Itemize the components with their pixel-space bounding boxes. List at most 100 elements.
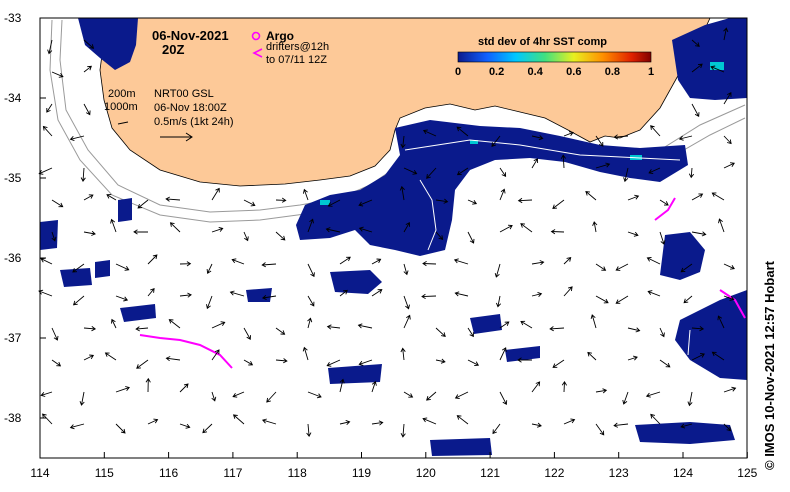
- current-vector: [550, 229, 565, 235]
- current-vector: [72, 295, 85, 306]
- longitude-tick-label: 119: [351, 466, 372, 480]
- latitude-tick-label: -34: [4, 91, 22, 105]
- current-vector: [645, 391, 661, 398]
- latitude-tick-label: -37: [4, 331, 22, 345]
- current-vector: [595, 162, 611, 169]
- current-vector: [456, 415, 469, 425]
- current-vector: [723, 162, 735, 169]
- current-vector: [51, 199, 64, 208]
- current-vector: [211, 321, 226, 329]
- current-vector: [80, 167, 86, 182]
- current-vector: [723, 27, 729, 41]
- current-vector: [83, 39, 95, 49]
- current-vector: [51, 231, 57, 242]
- current-vector: [165, 196, 181, 202]
- current-vector: [623, 167, 629, 183]
- current-vector: [456, 126, 469, 137]
- current-vector: [135, 326, 149, 332]
- current-vector: [111, 318, 117, 329]
- colorbar-tick-label: 0.8: [604, 66, 621, 78]
- argo-symbol: [251, 31, 261, 41]
- current-vector: [723, 135, 732, 145]
- current-vector: [38, 289, 53, 297]
- current-vector: [615, 295, 629, 304]
- longitude-tick-label: 125: [737, 466, 758, 480]
- current-vector: [563, 418, 576, 425]
- current-vector: [165, 356, 181, 362]
- current-vector: [585, 190, 597, 201]
- current-vector: [563, 286, 573, 297]
- current-vector: [179, 292, 192, 298]
- current-vector: [595, 135, 604, 147]
- current-vector: [499, 224, 513, 233]
- current-vector: [723, 263, 735, 270]
- current-vector: [403, 314, 411, 329]
- current-vector: [595, 295, 609, 304]
- current-vector: [678, 135, 693, 141]
- current-vector: [659, 359, 671, 368]
- product-label: NRT00 GSL: [154, 88, 214, 100]
- current-vector: [560, 154, 566, 169]
- current-vector: [339, 378, 345, 393]
- current-vector: [40, 391, 53, 397]
- current-vector: [531, 135, 544, 141]
- current-vector: [426, 167, 437, 179]
- current-vector: [723, 295, 735, 301]
- current-vector: [680, 263, 693, 273]
- current-vector: [339, 256, 351, 265]
- current-vector: [647, 290, 661, 297]
- current-vector: [710, 65, 725, 73]
- current-vector: [326, 359, 341, 367]
- current-vector: [467, 231, 475, 244]
- current-vector: [691, 231, 707, 237]
- scale-arrow: [160, 132, 193, 142]
- current-vector: [206, 295, 213, 310]
- current-vector: [399, 185, 405, 201]
- current-vector: [691, 39, 700, 47]
- longitude-tick-label: 123: [608, 466, 629, 480]
- current-vector: [403, 263, 409, 276]
- current-vector: [723, 386, 737, 393]
- current-vector: [517, 197, 533, 204]
- current-vector: [229, 290, 245, 297]
- current-vector: [83, 65, 92, 73]
- current-vector: [627, 355, 638, 361]
- isobath-200-label: 200m: [108, 88, 136, 100]
- current-vector: [520, 223, 533, 233]
- current-vector: [688, 167, 695, 179]
- current-vector: [211, 349, 220, 361]
- map-time: 20Z: [162, 42, 185, 57]
- current-vector: [231, 258, 245, 265]
- current-vector: [302, 346, 309, 361]
- current-vector: [275, 358, 288, 364]
- velocity-scale-label: 0.5m/s (1kt 24h): [154, 116, 234, 128]
- front-streamlines: [404, 139, 691, 356]
- current-vector: [179, 423, 191, 429]
- current-vector: [327, 199, 341, 207]
- current-vector: [422, 261, 437, 267]
- current-vector: [243, 359, 254, 366]
- longitude-tick-label: 116: [159, 466, 179, 480]
- product-time: 06-Nov 18:00Z: [154, 102, 227, 114]
- current-vector: [306, 423, 312, 438]
- drifters-window: to 07/11 12Z: [266, 54, 327, 66]
- current-vector: [456, 167, 469, 176]
- current-vector: [435, 231, 444, 241]
- current-vector: [595, 263, 607, 271]
- current-vector: [400, 347, 406, 361]
- current-vector: [403, 391, 414, 398]
- current-vector: [646, 257, 661, 265]
- current-vector: [615, 263, 629, 271]
- colorbar: [457, 51, 652, 63]
- current-vector: [691, 193, 704, 201]
- current-vector: [531, 381, 541, 393]
- colorbar-tick-label: 1: [647, 66, 655, 78]
- current-vector: [275, 327, 286, 335]
- colorbar-title: std dev of 4hr SST comp: [478, 36, 607, 48]
- current-vector: [723, 91, 732, 105]
- current-vector: [136, 359, 149, 369]
- current-vector: [561, 380, 567, 393]
- current-vector: [307, 263, 315, 278]
- current-vector: [147, 288, 155, 297]
- current-vector: [83, 194, 94, 201]
